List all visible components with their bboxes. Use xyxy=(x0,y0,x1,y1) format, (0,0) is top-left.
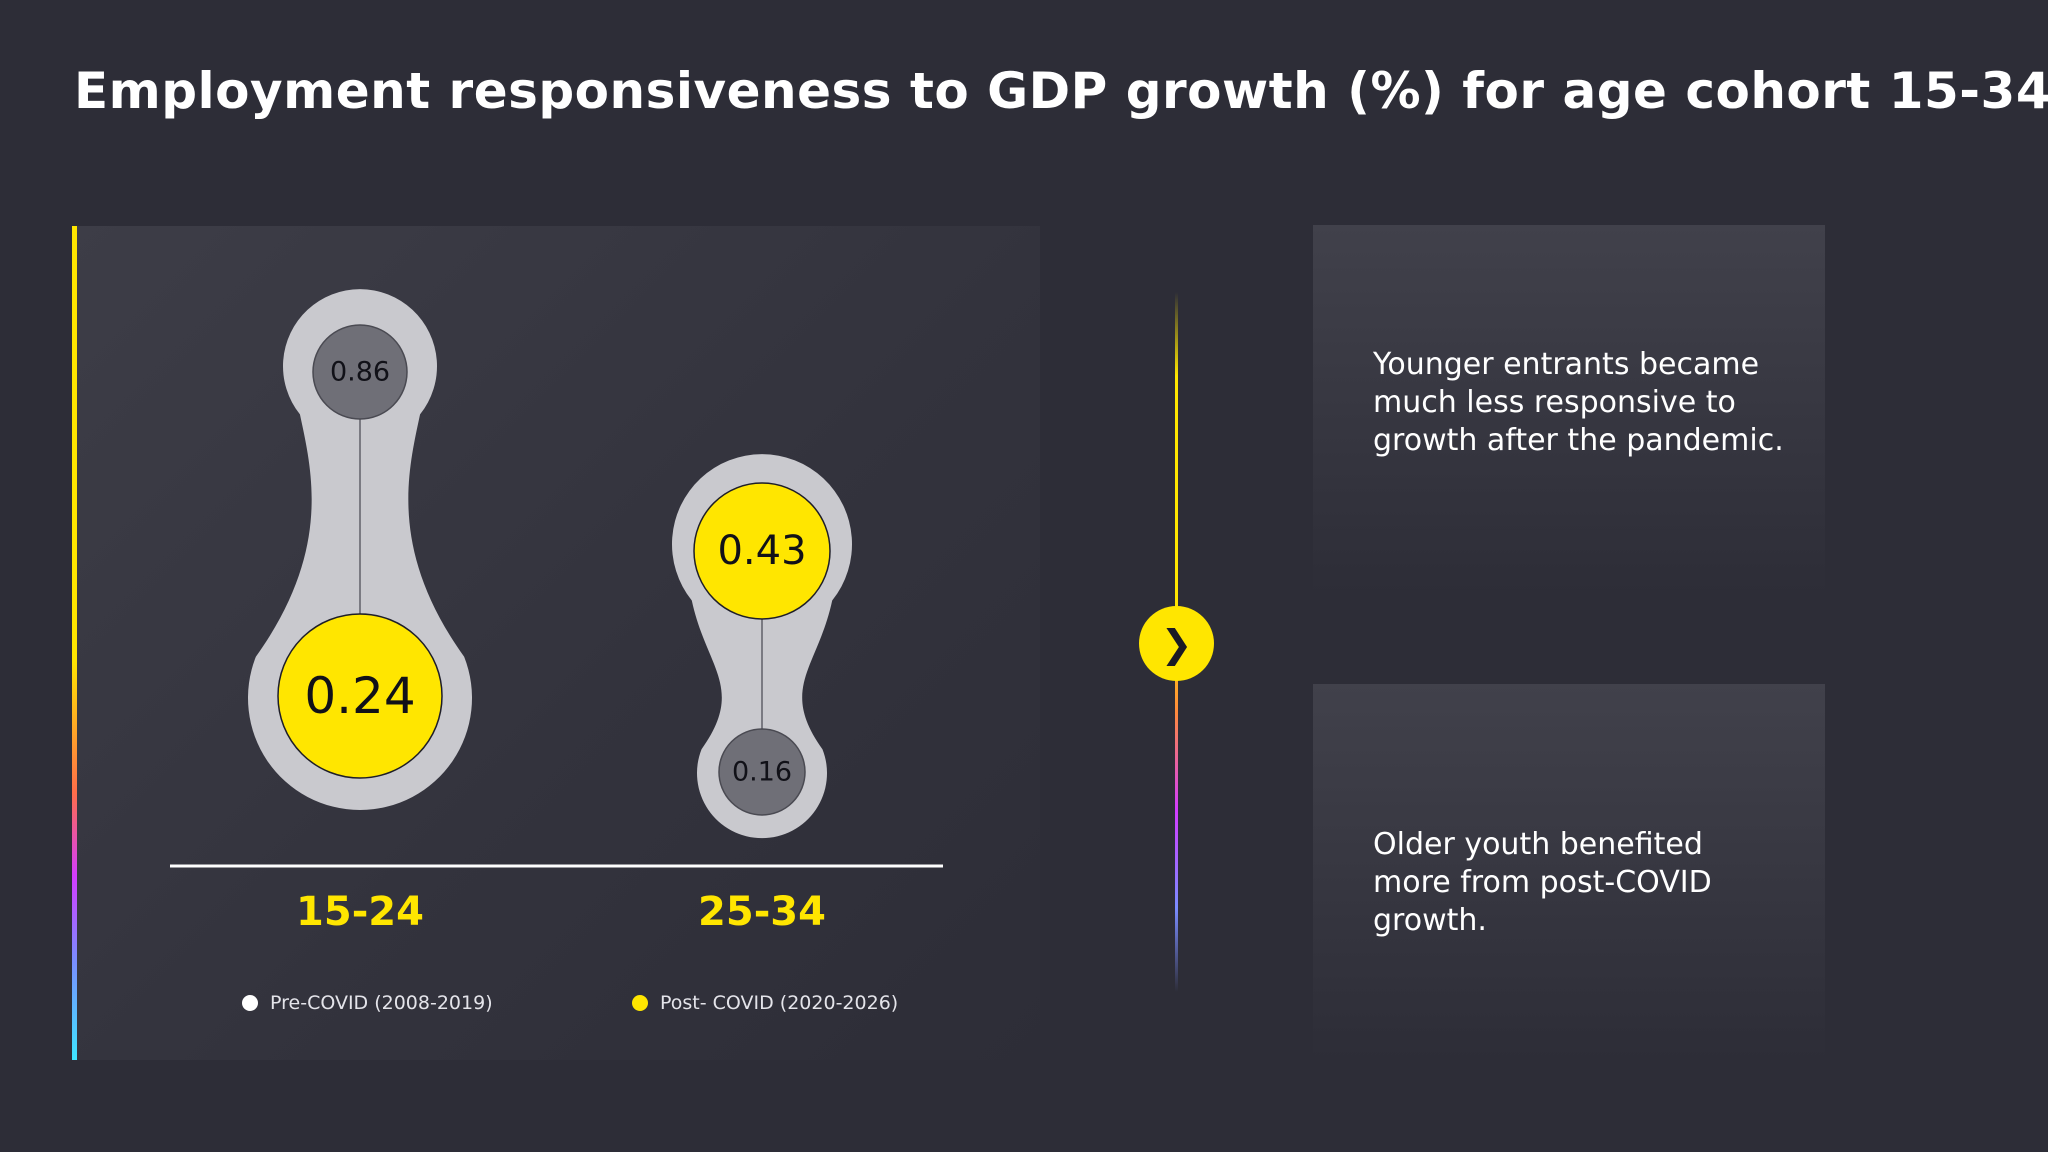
category-label-15-24: 15-24 xyxy=(296,889,424,935)
legend-item-post-covid: Post- COVID (2020-2026) xyxy=(632,992,898,1014)
pre-covid-value-25-34: 0.16 xyxy=(732,757,792,788)
legend-marker-post xyxy=(632,995,648,1011)
post-covid-bubble-25-34 xyxy=(693,482,831,620)
insight-card-2: Older youth benefited more from post-COV… xyxy=(1313,684,1825,1060)
pre-covid-bubble-25-34 xyxy=(718,728,806,816)
chart-panel xyxy=(72,226,1040,1060)
post-covid-value-25-34: 0.43 xyxy=(717,528,806,574)
category-label-25-34: 25-34 xyxy=(698,889,826,935)
post-covid-value-15-24: 0.24 xyxy=(304,667,415,725)
legend-item-pre-covid: Pre-COVID (2008-2019) xyxy=(242,992,493,1014)
chevron-right-icon[interactable]: ❯ xyxy=(1139,606,1214,681)
pre-covid-bubble-15-24 xyxy=(312,324,408,420)
post-covid-bubble-15-24 xyxy=(277,613,443,779)
insight-text-1: Younger entrants became much less respon… xyxy=(1373,347,1784,458)
chart-title: Employment responsiveness to GDP growth … xyxy=(74,62,2048,120)
legend-label-post: Post- COVID (2020-2026) xyxy=(660,992,899,1014)
legend-label-pre: Pre-COVID (2008-2019) xyxy=(270,992,493,1014)
bubble-chart: 0.86 0.24 15-24 0.43 0.16 25-34 xyxy=(170,289,943,935)
pre-covid-value-15-24: 0.86 xyxy=(330,357,390,388)
legend-marker-pre xyxy=(242,995,258,1011)
accent-bar xyxy=(72,226,77,1060)
insight-card-1: Younger entrants became much less respon… xyxy=(1313,225,1825,595)
insight-text-2: Older youth benefited more from post-COV… xyxy=(1373,827,1712,938)
